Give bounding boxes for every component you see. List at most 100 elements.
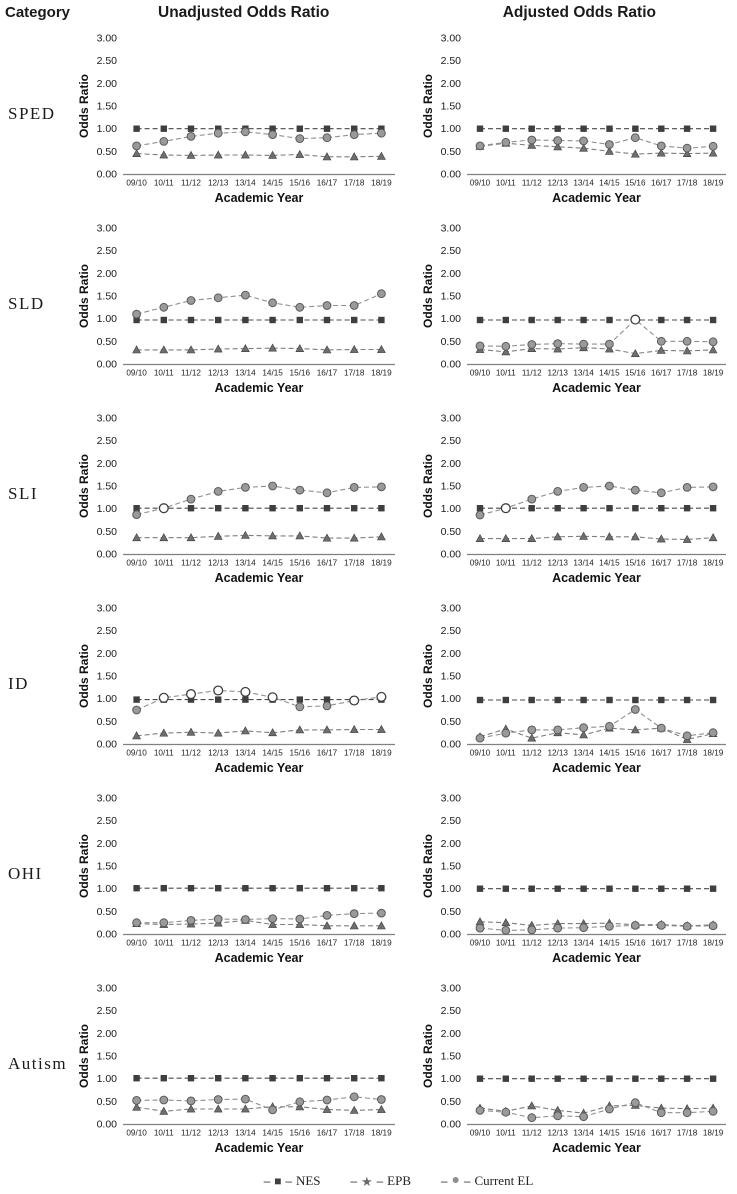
odds-ratio-chart-adjusted-sli: 3.00 2.50 2.00 1.50 1.00 0.50 0.00 Odds Ratio 09… (421, 413, 726, 585)
current-el-circle-marker (186, 1096, 196, 1106)
nes-square-marker (351, 1075, 358, 1082)
current-el-circle-marker (241, 290, 250, 300)
current-el-circle-marker (349, 130, 359, 139)
current-el-circle-marker (132, 510, 141, 519)
current-el-circle-marker (501, 728, 511, 738)
current-el-circle-marker (579, 136, 589, 146)
nes-square-marker (554, 316, 561, 324)
nes-square-marker (133, 316, 140, 324)
x-tick-label: 14/15 (599, 939, 620, 948)
nes-square-marker (683, 125, 691, 132)
epb-triangle-marker (604, 532, 614, 541)
x-tick-label: 13/14 (235, 749, 256, 758)
nes-square-marker (476, 696, 484, 704)
odds-ratio-chart-adjusted-id: 3.00 2.50 2.00 1.50 1.00 0.50 0.00 Odds Ratio 09… (421, 603, 726, 775)
nes-square-marker (606, 1075, 613, 1082)
nes-square-marker (580, 1075, 587, 1082)
current-el-circle-marker (213, 487, 223, 496)
x-tick-label: 17/18 (344, 559, 365, 568)
current-el-circle-marker (527, 725, 537, 735)
epb-triangle-marker (213, 531, 223, 540)
current-el-circle-marker (682, 336, 692, 346)
legend-dash: – (376, 1173, 384, 1188)
nes-square-marker (351, 125, 358, 132)
current-el-circle-marker (241, 127, 250, 137)
epb-triangle-marker (213, 728, 223, 737)
x-tick-label: 11/12 (522, 179, 542, 188)
x-tick-label: 09/10 (126, 939, 147, 948)
current-el-circle-marker (132, 705, 141, 715)
series-line-current-el (136, 1096, 382, 1111)
y-tick-label: 0.00 (97, 549, 118, 561)
odds-ratio-chart-adjusted-sld: 3.00 2.50 2.00 1.50 1.00 0.50 0.00 Odds Ratio 09… (421, 223, 726, 395)
current-el-circle-marker-icon: ● (451, 1173, 460, 1188)
x-axis-title: Academic Year (215, 571, 304, 585)
panel-unadjusted-ohi: 3.00 2.50 2.00 1.50 1.00 0.50 0.00 Odds Ratio 09… (75, 788, 405, 978)
y-axis-title: Odds Ratio (421, 834, 435, 898)
epb-triangle-marker (295, 149, 305, 158)
y-tick-label: 0.00 (441, 359, 462, 371)
x-tick-label: 11/12 (522, 1129, 542, 1138)
chart-row-sped: SPED 3.00 2.50 2.00 1.50 1.00 0.50 0.00 Odds Rat… (0, 28, 737, 218)
nes-square-marker (606, 505, 613, 512)
current-el-circle-marker (708, 728, 718, 738)
x-tick-label: 16/17 (317, 559, 338, 568)
epb-triangle-marker (159, 150, 169, 159)
epb-triangle-marker (553, 142, 563, 151)
x-tick-label: 16/17 (651, 559, 672, 568)
epb-triangle-marker (527, 1101, 537, 1110)
y-axis-title: Odds Ratio (421, 454, 435, 518)
nes-square-marker (632, 1075, 639, 1082)
nes-square-marker (351, 885, 358, 892)
epb-triangle-marker (240, 530, 250, 539)
nes-square-marker (215, 316, 222, 324)
x-tick-label: 13/14 (573, 749, 594, 758)
current-el-circle-marker (553, 487, 563, 496)
x-tick-label: 13/14 (573, 179, 594, 188)
nes-square-marker (554, 696, 561, 704)
current-el-circle-marker (268, 914, 278, 924)
epb-triangle-marker (322, 921, 332, 930)
current-el-circle-marker (501, 1107, 511, 1117)
epb-star-marker-icon: ★ (361, 1173, 373, 1189)
nes-square-marker (323, 885, 331, 892)
nes-square-marker (269, 125, 276, 132)
x-tick-label: 11/12 (181, 1129, 201, 1138)
current-el-circle-marker (132, 309, 141, 319)
category-header: Category (5, 4, 71, 21)
x-axis-title: Academic Year (552, 951, 641, 965)
nes-square-marker (502, 1075, 509, 1082)
nes-square-marker (554, 125, 561, 132)
current-el-circle-marker (268, 1105, 278, 1115)
category-cell: Autism (0, 978, 75, 1168)
epb-triangle-marker (579, 531, 589, 540)
x-tick-label: 09/10 (126, 179, 147, 188)
epb-triangle-marker (501, 347, 511, 356)
x-tick-label: 13/14 (235, 1129, 256, 1138)
current-el-circle-marker (630, 705, 640, 714)
x-tick-label: 12/13 (208, 559, 229, 568)
x-tick-label: 09/10 (126, 1129, 147, 1138)
x-tick-label: 13/14 (573, 369, 594, 378)
epb-triangle-marker (630, 149, 640, 158)
panel-unadjusted-sld: 3.00 2.50 2.00 1.50 1.00 0.50 0.00 Odds Ratio 09… (75, 218, 405, 408)
epb-triangle-marker (268, 343, 278, 352)
nes-square-marker (269, 316, 276, 324)
x-tick-label: 16/17 (317, 749, 338, 758)
x-tick-label: 09/10 (126, 369, 147, 378)
y-tick-label: 1.50 (441, 291, 462, 303)
epb-triangle-marker (322, 725, 332, 734)
current-el-circle-marker (186, 916, 196, 925)
current-el-circle-marker (322, 488, 332, 498)
current-el-circle-marker (579, 723, 589, 733)
current-el-circle-marker (295, 702, 305, 712)
x-tick-label: 18/19 (371, 179, 392, 188)
nes-square-marker (606, 696, 613, 704)
series-line-epb (136, 728, 382, 737)
epb-triangle-marker (376, 724, 386, 733)
epb-triangle-marker (186, 727, 196, 736)
current-el-circle-marker (579, 923, 589, 933)
nes-square-marker (606, 885, 613, 892)
x-tick-label: 10/11 (154, 559, 174, 568)
x-tick-label: 13/14 (573, 559, 594, 568)
